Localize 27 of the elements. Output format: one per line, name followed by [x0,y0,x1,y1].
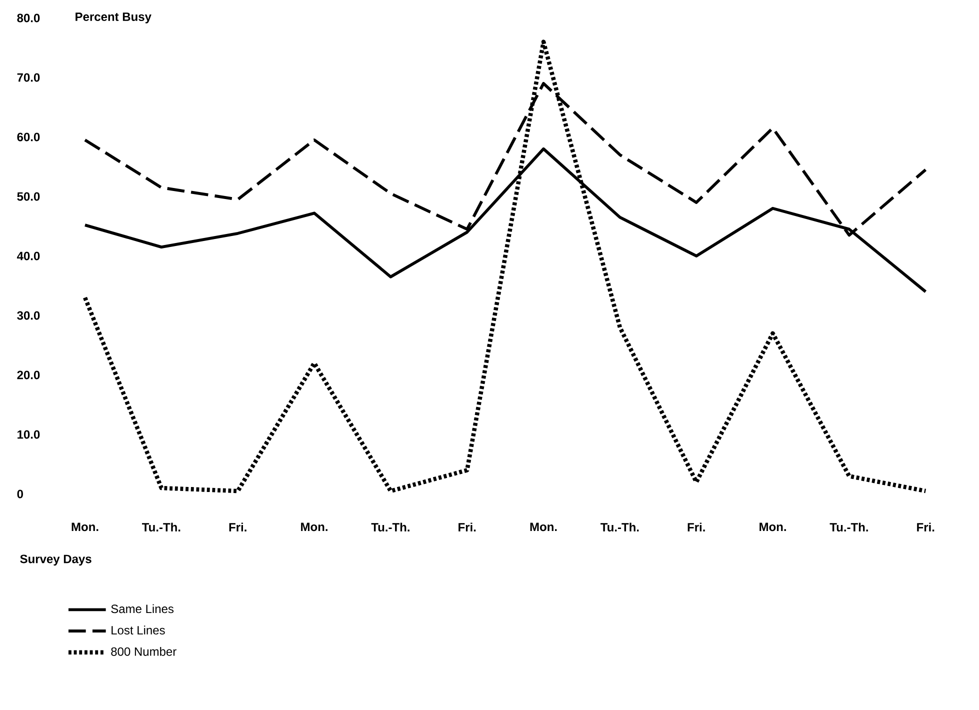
y-tick-label: 0 [17,490,23,498]
y-tick-label: 20.0 [17,370,40,380]
y-axis-title: Percent Busy [76,12,152,24]
y-tick-label: 80.0 [17,14,40,22]
x-tick-label: Tu.-Th. [371,522,410,532]
x-tick-label: Mon. [760,522,786,532]
x-tick-label: Fri. [917,522,934,532]
y-tick-label: 30.0 [17,311,40,320]
x-tick-label: Fri. [458,522,476,532]
y-tick-label: 60.0 [17,132,40,142]
x-tick-label: Tu.-Th. [142,522,180,532]
line-series [82,40,928,494]
x-tick-label: Mon. [72,522,98,532]
x-axis-title: Survey Days [20,554,92,566]
x-tick-label: Fri. [688,522,705,532]
y-tick-label: 50.0 [17,192,40,201]
y-tick-label: 10.0 [18,430,40,439]
x-tick-label: Mon. [301,522,328,532]
y-tick-label: 70.0 [17,73,40,82]
legend-label: 800 Number [111,647,176,656]
y-tick-label: 40.0 [16,252,40,260]
legend-label: Lost Lines [112,626,165,634]
x-tick-label: Tu.-Th. [600,522,639,532]
x-tick-label: Tu.-Th. [830,522,868,532]
legend-label: Same Lines [111,604,174,614]
x-tick-label: Mon. [530,522,557,532]
x-tick-label: Fri. [229,522,246,532]
